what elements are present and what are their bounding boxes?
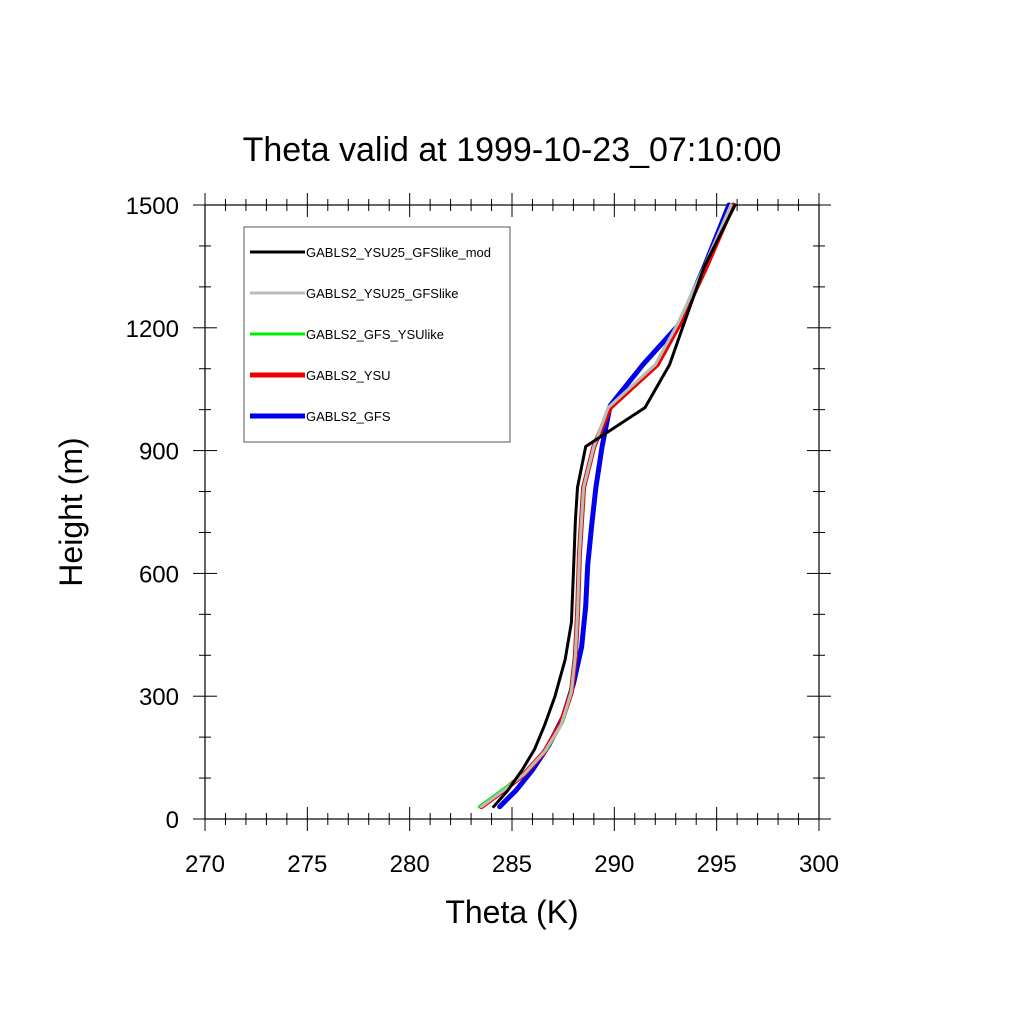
y-tick-label: 600 bbox=[139, 561, 179, 588]
series-group bbox=[477, 202, 737, 810]
y-tick-label: 300 bbox=[139, 684, 179, 711]
x-tick-label: 300 bbox=[799, 851, 839, 878]
y-axis-title: Height (m) bbox=[53, 437, 89, 586]
x-tick-label: 285 bbox=[492, 851, 532, 878]
y-tick-label: 1200 bbox=[126, 316, 179, 343]
y-tick-label: 0 bbox=[166, 807, 179, 834]
x-tick-label: 270 bbox=[185, 851, 225, 878]
axis-ticks: 270 275 280 285 290 295 300 0 300 600 900 1200 1500 bbox=[126, 193, 839, 878]
series-line-1 bbox=[479, 203, 733, 809]
legend-label: GABLS2_YSU25_GFSlike bbox=[306, 286, 458, 301]
plot-area: 270 275 280 285 290 295 300 0 300 600 900 1200 1500 bbox=[126, 193, 839, 878]
y-tick-label: 1500 bbox=[126, 193, 179, 220]
y-tick-label: 900 bbox=[139, 439, 179, 466]
legend-label: GABLS2_YSU25_GFSlike_mod bbox=[306, 245, 491, 260]
legend: GABLS2_YSU25_GFSlike_mod GABLS2_YSU25_GFS… bbox=[243, 226, 511, 443]
x-axis-title: Theta (K) bbox=[445, 894, 578, 930]
legend-label: GABLS2_YSU bbox=[306, 368, 391, 383]
x-tick-label: 275 bbox=[287, 851, 327, 878]
legend-label: GABLS2_GFS bbox=[306, 409, 391, 424]
x-tick-label: 280 bbox=[390, 851, 430, 878]
x-tick-label: 290 bbox=[594, 851, 634, 878]
x-tick-label: 295 bbox=[697, 851, 737, 878]
series-line-0 bbox=[492, 203, 737, 809]
legend-label: GABLS2_GFS_YSUlike bbox=[306, 327, 444, 342]
chart-title: Theta valid at 1999-10-23_07:10:00 bbox=[243, 131, 782, 169]
